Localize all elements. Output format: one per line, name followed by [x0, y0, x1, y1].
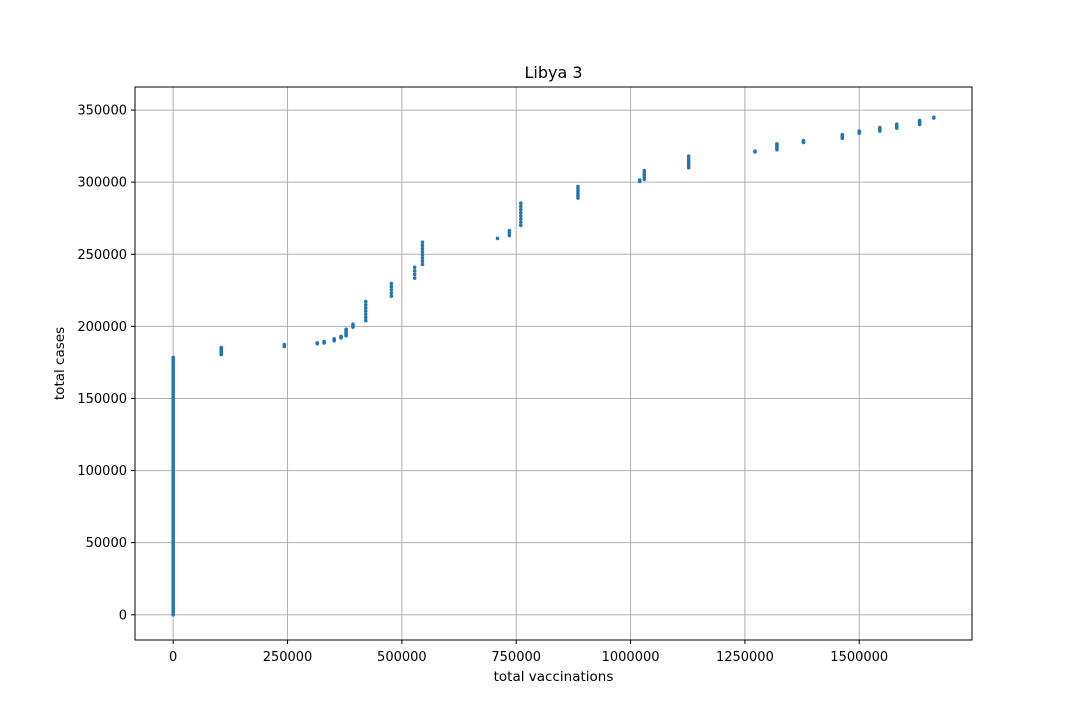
- data-point: [518, 214, 523, 218]
- data-point: [917, 118, 922, 123]
- data-point: [363, 306, 368, 310]
- data-point: [518, 204, 523, 209]
- data-point: [642, 168, 647, 173]
- y-tick-label: 300000: [77, 176, 127, 191]
- data-point: [363, 309, 368, 313]
- data-point: [420, 253, 425, 257]
- data-points: [171, 115, 936, 617]
- data-point: [420, 259, 425, 263]
- data-point: [576, 184, 580, 189]
- data-point: [801, 138, 806, 143]
- x-tick-label: 500000: [377, 650, 427, 665]
- data-point: [344, 327, 348, 332]
- data-point: [412, 269, 417, 273]
- data-point: [518, 223, 523, 228]
- data-point: [686, 154, 691, 159]
- data-point: [420, 246, 425, 251]
- data-point: [363, 312, 368, 317]
- data-point: [420, 249, 425, 254]
- data-point: [332, 336, 336, 341]
- y-axis-label: total cases: [52, 327, 68, 400]
- data-point: [637, 178, 642, 182]
- x-tick-label: 1000000: [602, 650, 660, 665]
- x-tick-label: 0: [169, 650, 177, 665]
- data-point: [775, 142, 779, 146]
- x-tick-label: 750000: [491, 650, 541, 665]
- data-point: [753, 149, 757, 153]
- data-point: [518, 210, 523, 215]
- y-tick-label: 0: [119, 608, 127, 623]
- data-point: [420, 262, 425, 267]
- data-point: [389, 281, 394, 286]
- y-axis: 0 50000 100000 150000 200000 250000 300000 3500…: [77, 104, 135, 623]
- data-point: [495, 236, 500, 241]
- data-point: [315, 341, 320, 345]
- data-point: [878, 125, 882, 130]
- y-tick-label: 350000: [77, 104, 127, 119]
- data-point: [518, 220, 523, 225]
- data-point: [322, 339, 326, 344]
- data-point: [420, 243, 425, 248]
- data-point: [389, 287, 394, 292]
- data-point: [840, 132, 845, 137]
- data-point: [339, 334, 343, 339]
- data-point: [363, 315, 368, 320]
- data-point: [219, 345, 224, 350]
- x-tick-label: 1500000: [830, 650, 888, 665]
- data-point: [518, 201, 523, 206]
- data-point: [412, 272, 417, 277]
- grid: [135, 87, 972, 640]
- chart-title: Libya 3: [524, 63, 582, 82]
- data-point: [389, 291, 394, 295]
- data-point: [518, 207, 523, 212]
- plot-frame: [134, 86, 973, 641]
- x-tick-label: 1250000: [716, 650, 774, 665]
- data-point: [171, 355, 175, 360]
- data-point: [932, 115, 936, 120]
- x-tick-label: 250000: [263, 650, 313, 665]
- y-tick-label: 150000: [77, 392, 127, 407]
- data-point: [389, 284, 394, 289]
- data-point: [363, 318, 368, 323]
- data-point: [894, 122, 899, 127]
- x-axis-label: total vaccinations: [494, 669, 614, 685]
- data-point: [412, 276, 417, 280]
- data-point: [389, 294, 394, 298]
- x-axis: 0 250000 500000 750000 1000000 1250000 1500000: [169, 640, 888, 665]
- data-point: [420, 256, 425, 260]
- data-point: [420, 240, 425, 244]
- data-point: [518, 217, 523, 221]
- data-point: [507, 228, 512, 233]
- data-point: [351, 322, 355, 327]
- data-point: [363, 299, 368, 304]
- data-point: [857, 129, 862, 133]
- y-tick-label: 250000: [77, 248, 127, 263]
- y-tick-label: 100000: [77, 464, 127, 479]
- data-point: [412, 265, 417, 270]
- y-tick-label: 200000: [77, 320, 127, 335]
- data-point: [363, 302, 368, 307]
- data-point: [282, 342, 287, 347]
- y-tick-label: 50000: [86, 536, 127, 551]
